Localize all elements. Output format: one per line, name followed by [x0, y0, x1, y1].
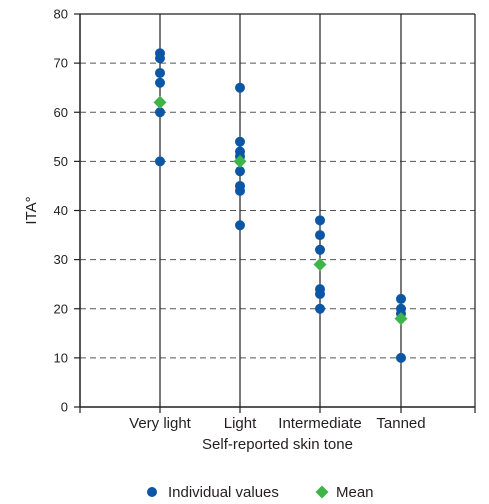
x-axis-ticks: Very light Light Intermediate Tanned [79, 407, 476, 432]
mean-marker-1 [233, 154, 247, 168]
legend-diamond-marker [315, 485, 329, 499]
mean-marker-2 [313, 258, 327, 272]
y-tick-label-30: 30 [54, 252, 68, 267]
point-2-2 [315, 244, 325, 255]
y-tick-label-20: 20 [54, 301, 68, 316]
y-tick-label-0: 0 [61, 400, 68, 415]
x-tick-label-1: Light [224, 415, 257, 432]
mean-marker-3 [394, 312, 408, 326]
point-1-0 [235, 82, 245, 93]
y-tick-label-50: 50 [54, 154, 68, 169]
y-tick-label-40: 40 [54, 203, 68, 218]
y-tick-label-80: 80 [54, 7, 68, 22]
point-3-0 [396, 293, 406, 304]
x-tick-label-2: Intermediate [278, 415, 361, 432]
grid-lines [80, 14, 475, 407]
y-tick-label-70: 70 [54, 56, 68, 71]
y-axis-title: ITA° [23, 196, 40, 224]
point-1-7 [235, 220, 245, 231]
point-2-1 [315, 230, 325, 241]
x-tick-label-0: Very light [129, 415, 192, 432]
point-1-4 [235, 166, 245, 177]
point-0-2 [155, 67, 165, 78]
y-tick-label-10: 10 [54, 350, 68, 365]
point-3-3 [396, 352, 406, 363]
legend-circle-marker [147, 487, 157, 497]
point-0-4 [155, 107, 165, 118]
point-2-0 [315, 215, 325, 226]
legend: Individual values Mean [147, 484, 374, 501]
x-tick-label-3: Tanned [376, 415, 425, 432]
point-0-3 [155, 77, 165, 88]
legend-label-individual: Individual values [168, 484, 279, 501]
mean-marker-0 [153, 95, 167, 109]
y-axis-ticks: 0 10 20 30 40 50 60 70 80 [54, 7, 80, 415]
x-axis-title: Self-reported skin tone [202, 436, 353, 453]
y-tick-label-60: 60 [54, 105, 68, 120]
point-2-4 [315, 289, 325, 300]
point-1-1 [235, 136, 245, 147]
legend-label-mean: Mean [336, 484, 374, 501]
point-0-5 [155, 156, 165, 167]
point-2-5 [315, 303, 325, 314]
point-1-6 [235, 185, 245, 196]
data-points [153, 48, 408, 363]
point-0-1 [155, 53, 165, 64]
